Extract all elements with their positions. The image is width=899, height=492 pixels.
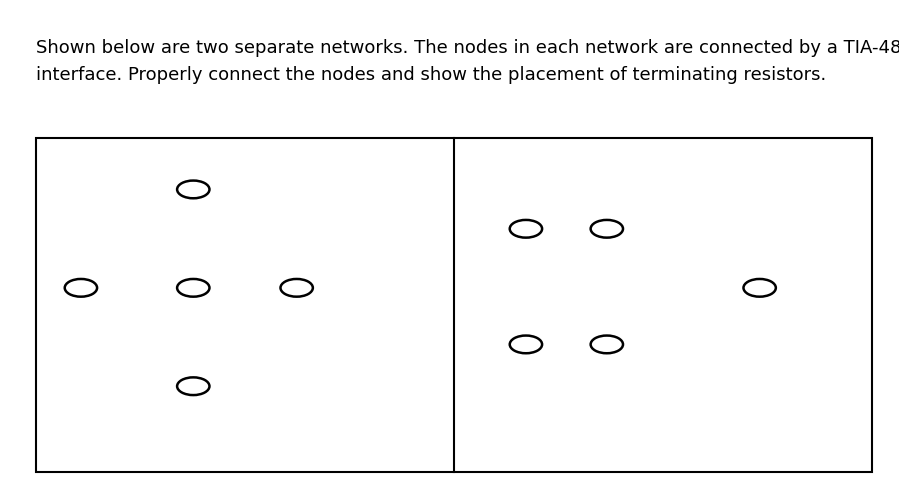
Circle shape <box>510 220 542 238</box>
Circle shape <box>280 279 313 297</box>
Circle shape <box>65 279 97 297</box>
Circle shape <box>591 220 623 238</box>
Circle shape <box>177 279 209 297</box>
Circle shape <box>510 336 542 353</box>
Circle shape <box>743 279 776 297</box>
Bar <box>36 138 872 472</box>
Circle shape <box>591 336 623 353</box>
Circle shape <box>177 181 209 198</box>
Text: Shown below are two separate networks. The nodes in each network are connected b: Shown below are two separate networks. T… <box>36 39 899 84</box>
Circle shape <box>177 377 209 395</box>
